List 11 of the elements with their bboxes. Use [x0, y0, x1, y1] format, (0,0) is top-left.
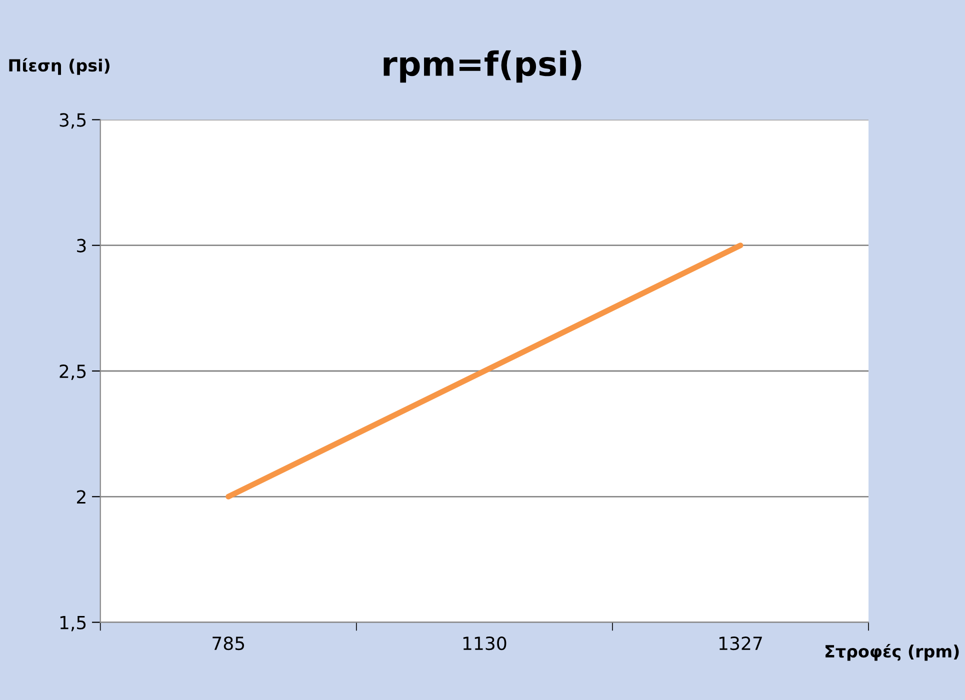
chart-title: rpm=f(psi)	[384, 50, 582, 83]
y-tick-label: 3,5	[60, 113, 86, 129]
x-tick-label: 1130	[463, 636, 506, 650]
y-tick-label: 1,5	[60, 616, 86, 632]
y-axis-title: Πίεση (psi)	[9, 58, 110, 75]
x-tick-label: 785	[212, 636, 244, 650]
x-tick-label: 1327	[719, 636, 762, 650]
x-axis-title: Στροφές (rpm)	[826, 644, 959, 661]
y-tick-label: 2,5	[60, 364, 86, 380]
y-tick-label: 2	[77, 490, 86, 504]
y-tick-label: 3	[77, 238, 86, 252]
